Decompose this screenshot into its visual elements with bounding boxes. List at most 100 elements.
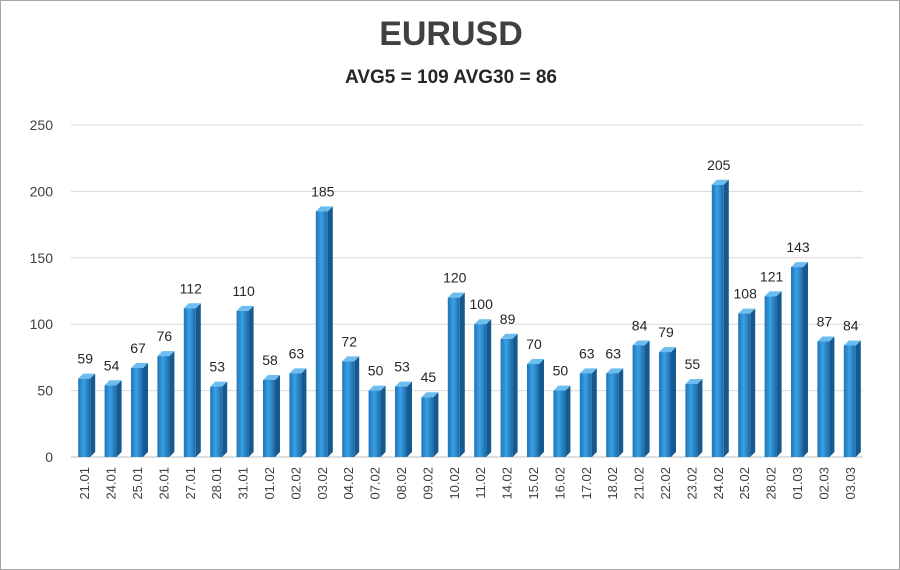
- bar: [157, 356, 170, 457]
- bar-top: [817, 336, 835, 342]
- data-label: 87: [817, 313, 833, 329]
- bar-group: 63: [579, 345, 597, 457]
- x-tick-label: 08.02: [394, 467, 409, 500]
- y-tick-label: 150: [30, 250, 54, 266]
- bar-top: [474, 319, 492, 325]
- data-label: 63: [579, 345, 595, 361]
- bar: [711, 184, 724, 457]
- bar-group: 70: [526, 336, 544, 457]
- bar: [500, 338, 513, 457]
- x-tick-label: 10.02: [447, 467, 462, 500]
- bar: [791, 267, 803, 457]
- bar-top: [606, 368, 624, 374]
- bar-side: [354, 356, 360, 457]
- bar: [263, 379, 275, 457]
- bar-top: [685, 378, 703, 384]
- data-label: 63: [605, 345, 621, 361]
- data-label: 76: [157, 328, 173, 344]
- data-label: 120: [443, 270, 467, 286]
- bar-group: 58: [262, 352, 280, 457]
- bar-group: 76: [157, 328, 175, 457]
- data-label: 121: [760, 268, 784, 284]
- bar-group: 59: [77, 351, 96, 457]
- bar-side: [143, 363, 148, 457]
- bar: [289, 373, 302, 457]
- data-label: 205: [707, 157, 731, 173]
- bar: [632, 345, 645, 457]
- data-label: 55: [685, 356, 701, 372]
- bar-group: 63: [605, 345, 624, 457]
- x-tick-label: 26.01: [156, 467, 171, 500]
- data-label: 53: [394, 359, 410, 375]
- bar: [817, 341, 830, 457]
- bar-group: 87: [817, 313, 835, 457]
- bar-group: 84: [843, 317, 861, 457]
- data-label: 72: [341, 333, 357, 349]
- x-tick-label: 11.02: [473, 467, 488, 499]
- data-label: 59: [77, 351, 93, 367]
- bar-top: [632, 340, 650, 346]
- bar: [447, 297, 460, 457]
- bar: [764, 296, 777, 457]
- bar-top: [342, 356, 360, 362]
- bar-top: [210, 381, 228, 387]
- bar-side: [565, 385, 571, 457]
- x-tick-label: 17.02: [579, 467, 594, 500]
- data-label: 84: [632, 317, 648, 333]
- x-tick-label: 24.02: [711, 467, 726, 500]
- bar-top: [183, 303, 201, 309]
- bar-side: [697, 378, 703, 457]
- data-label: 50: [368, 363, 384, 379]
- bar: [183, 308, 196, 457]
- bar: [342, 361, 355, 457]
- bar-group: 50: [553, 363, 571, 457]
- bar-side: [803, 262, 808, 457]
- bar-top: [500, 333, 518, 339]
- x-tick-label: 28.01: [209, 467, 224, 500]
- bar-group: 112: [180, 280, 202, 457]
- data-label: 100: [470, 296, 494, 312]
- x-tick-label: 24.01: [104, 467, 119, 500]
- bar: [210, 386, 223, 457]
- bar: [606, 373, 619, 457]
- bar-top: [263, 374, 280, 380]
- bar: [236, 310, 249, 457]
- bar-group: 54: [104, 357, 122, 457]
- bar-side: [301, 368, 307, 457]
- data-label: 110: [232, 283, 255, 299]
- bar-side: [486, 319, 492, 457]
- bar-group: 89: [500, 311, 518, 457]
- bar-top: [738, 308, 756, 314]
- bar-side: [644, 340, 650, 457]
- gridlines: [71, 124, 863, 458]
- bar-top: [315, 206, 333, 212]
- x-tick-label: 22.02: [658, 467, 673, 500]
- data-label: 58: [262, 352, 278, 368]
- bar-top: [78, 373, 96, 379]
- data-label: 89: [500, 311, 516, 327]
- bar-side: [829, 336, 835, 457]
- bar-top: [368, 385, 386, 391]
- bar-group: 84: [632, 317, 650, 457]
- bar-side: [776, 291, 782, 457]
- x-tick-label: 01.02: [262, 467, 277, 500]
- bar: [78, 378, 91, 457]
- bar-group: 185: [311, 183, 335, 457]
- y-tick-label: 0: [45, 449, 53, 465]
- bar-side: [116, 380, 122, 457]
- bar: [843, 345, 856, 457]
- bar: [131, 368, 143, 457]
- bar: [685, 383, 698, 457]
- bar: [368, 390, 381, 457]
- y-tick-label: 50: [37, 383, 53, 399]
- bar-group: 121: [760, 268, 784, 457]
- bar-top: [395, 381, 412, 387]
- bar-top: [447, 292, 465, 298]
- x-tick-label: 04.02: [341, 467, 356, 500]
- data-label: 50: [553, 363, 569, 379]
- x-tick-label: 21.02: [632, 467, 647, 500]
- x-tick-label: 02.03: [816, 467, 831, 500]
- x-tick-label: 01.03: [790, 467, 805, 500]
- y-axis-ticks: 0 50 100 150 200 250: [30, 117, 54, 465]
- bar-side: [90, 373, 96, 457]
